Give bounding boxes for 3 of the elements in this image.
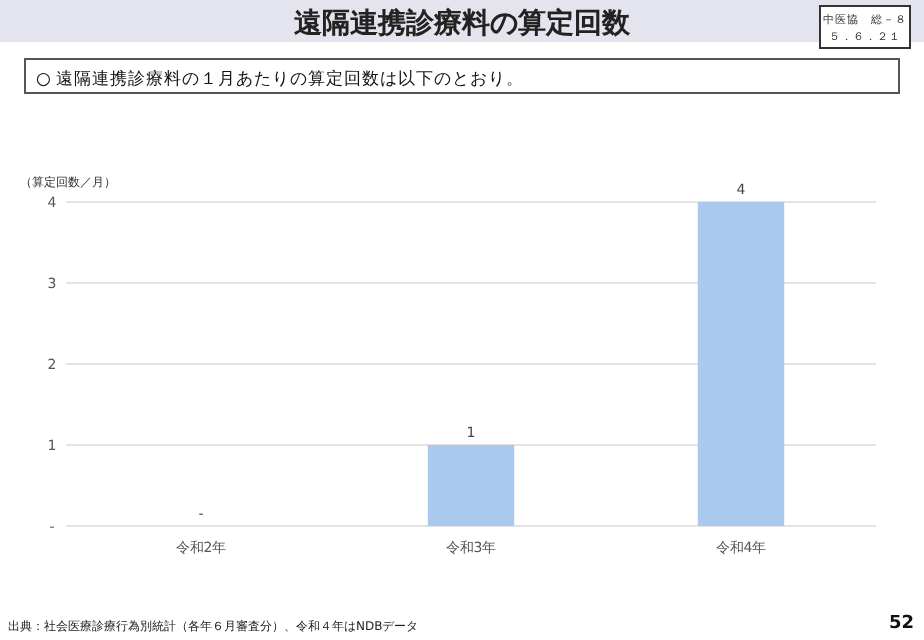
text: 52 [888, 614, 914, 634]
chart-subtitle: ○ 遠隔連携診療料の１月あたりの算定回数は以下のとおり。 [36, 68, 525, 90]
chart-title: 遠隔連携診療料の算定回数 [292, 6, 632, 40]
